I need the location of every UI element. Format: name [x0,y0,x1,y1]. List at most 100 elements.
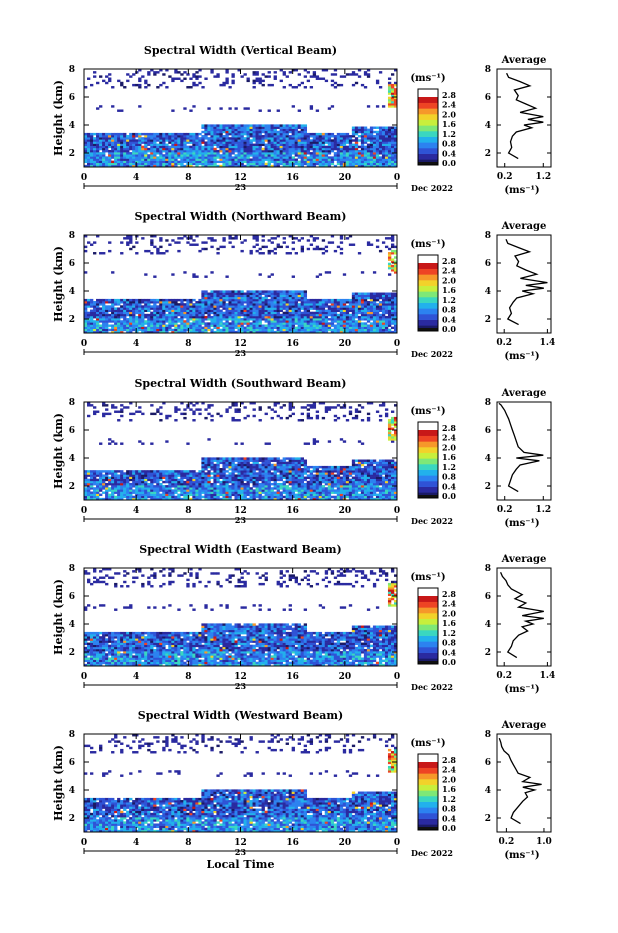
heatmap-cell [241,293,244,295]
heatmap-cell [120,152,123,154]
heatmap-cell [147,158,150,160]
heatmap-cell [171,472,174,474]
heatmap-cell [192,477,195,479]
heatmap-cell [391,88,394,90]
heatmap-cell [247,78,250,80]
heatmap-cell [87,163,90,165]
heatmap-cell [367,316,370,318]
heatmap-cell [271,299,274,301]
heatmap-cell [256,135,259,137]
heatmap-cell [132,320,135,322]
heatmap-cell [247,307,250,309]
heatmap-cell [219,293,222,295]
heatmap-cell [201,485,204,487]
heatmap-cell [228,322,231,324]
heatmap-cell [295,124,298,126]
heatmap-cell [96,310,99,312]
heatmap-cell [231,237,234,239]
heatmap-cell [259,139,262,141]
avg-x-tick-label: 1.4 [540,338,556,348]
heatmap-cell [108,481,111,483]
heatmap-cell [225,329,228,331]
heatmap-cell [120,84,123,86]
heatmap-cell [382,314,385,316]
heatmap-cell [283,324,286,326]
heatmap-cell [376,127,379,129]
heatmap-cell [90,135,93,137]
heatmap-cell [201,124,204,126]
heatmap-cell [216,295,219,297]
heatmap-cell [105,483,108,485]
heatmap-cell [87,479,90,481]
heatmap-cell [177,489,180,491]
heatmap-cell [129,248,132,250]
heatmap-cell [358,139,361,141]
heatmap-cell [222,324,225,326]
heatmap-cell [222,491,225,493]
heatmap-cell [313,135,316,137]
heatmap-cell [391,158,394,160]
heatmap-cell [159,310,162,312]
heatmap-cell [90,491,93,493]
panel-3: Spectral Width (Southward Beam)2468Heigh… [52,377,551,529]
heatmap-cell [376,137,379,139]
heatmap-cell [292,295,295,297]
heatmap-cell [349,244,352,246]
heatmap-cell [231,327,234,329]
heatmap-cell [334,320,337,322]
heatmap-cell [367,105,370,107]
heatmap-cell [213,139,216,141]
heatmap-cell [198,150,201,152]
heatmap-cell [210,320,213,322]
heatmap-cell [289,150,292,152]
heatmap-cell [253,82,256,84]
heatmap-cell [228,107,231,109]
heatmap-cell [256,146,259,148]
colorbar-tick-label: 2.0 [442,275,456,285]
heatmap-cell [150,148,153,150]
heatmap-cell [274,293,277,295]
heatmap-cell [165,148,168,150]
heatmap-cell [343,150,346,152]
heatmap-cell [289,318,292,320]
heatmap-cell [343,301,346,303]
heatmap-cell [388,318,391,320]
heatmap-cell [373,156,376,158]
heatmap-cell [313,156,316,158]
heatmap-cell [313,322,316,324]
heatmap-cell [262,318,265,320]
heatmap-cell [265,152,268,154]
heatmap-cell [274,148,277,150]
heatmap-cell [277,246,280,248]
heatmap-cell [195,275,198,277]
heatmap-cell [135,483,138,485]
heatmap-cell [370,161,373,163]
heatmap-cell [195,318,198,320]
heatmap-cell [343,312,346,314]
heatmap-cell [156,86,159,88]
heatmap-cell [241,303,244,305]
heatmap-cell [204,297,207,299]
heatmap-cell [105,141,108,143]
heatmap-cell [162,156,165,158]
heatmap-cell [147,161,150,163]
heatmap-cell [385,154,388,156]
heatmap-cell [216,73,219,75]
heatmap-cell [129,154,132,156]
heatmap-cell [256,297,259,299]
heatmap-cell [337,324,340,326]
heatmap-cell [340,133,343,135]
heatmap-cell [117,470,120,472]
heatmap-cell [310,158,313,160]
heatmap-cell [352,312,355,314]
heatmap-cell [99,327,102,329]
heatmap-cell [147,71,150,73]
heatmap-cell [174,135,177,137]
heatmap-cell [370,156,373,158]
heatmap-cell [99,314,102,316]
heatmap-cell [144,320,147,322]
heatmap-cell [177,472,180,474]
heatmap-cell [153,158,156,160]
heatmap-cell [162,494,165,496]
heatmap-cell [189,244,192,246]
